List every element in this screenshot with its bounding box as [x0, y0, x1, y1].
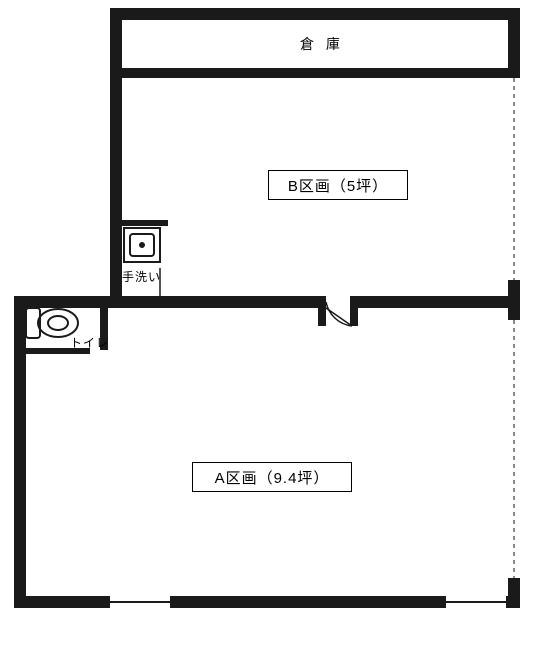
storage-label: 倉 庫	[300, 34, 344, 54]
floorplan-canvas: 倉 庫 B区画（5坪） 手洗い トイレ A区画（9.4坪）	[0, 0, 542, 640]
floorplan-svg	[0, 0, 542, 640]
sink-icon	[124, 228, 160, 262]
toilet-label: トイレ	[70, 334, 109, 351]
washroom-label: 手洗い	[122, 268, 161, 285]
section-b-label: B区画（5坪）	[268, 170, 408, 200]
section-a-label: A区画（9.4坪）	[192, 462, 352, 492]
